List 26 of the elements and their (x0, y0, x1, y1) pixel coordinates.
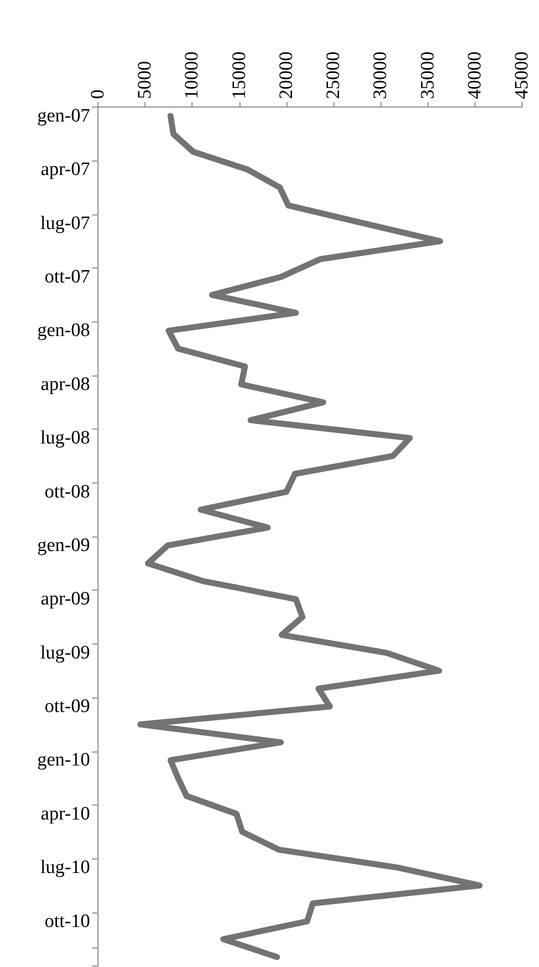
y-tick-label: lug-10 (40, 857, 90, 878)
y-tick-label: gen-07 (37, 105, 90, 126)
y-tick-label: apr-08 (40, 374, 90, 395)
y-tick-label: lug-08 (40, 428, 90, 449)
y-tick-label: gen-09 (37, 534, 90, 556)
x-tick-label: 45000 (512, 52, 532, 99)
y-tick-label: apr-09 (40, 588, 90, 610)
y-tick-label: apr-10 (40, 803, 90, 824)
y-tick-label: ott-07 (44, 266, 90, 288)
x-tick-label: 15000 (228, 52, 250, 99)
x-tick-label: 10000 (182, 52, 203, 99)
x-tick-label: 40000 (464, 52, 486, 99)
x-tick-label: 35000 (417, 52, 438, 99)
y-tick-label: ott-10 (44, 910, 90, 932)
y-tick-label: ott-09 (44, 696, 90, 718)
y-tick-label: lug-07 (40, 212, 90, 234)
y-tick-label: gen-08 (37, 320, 90, 342)
y-tick-label: ott-08 (44, 481, 90, 502)
y-tick-label: lug-09 (40, 642, 90, 664)
y-tick-label: gen-10 (37, 750, 90, 771)
x-tick-label: 20000 (276, 52, 297, 99)
x-tick-label: 25000 (323, 52, 344, 99)
x-tick-label: 30000 (370, 52, 392, 99)
y-tick-label: apr-07 (40, 159, 90, 180)
x-tick-label: 5000 (134, 61, 156, 99)
x-tick-label: 0 (88, 90, 108, 99)
